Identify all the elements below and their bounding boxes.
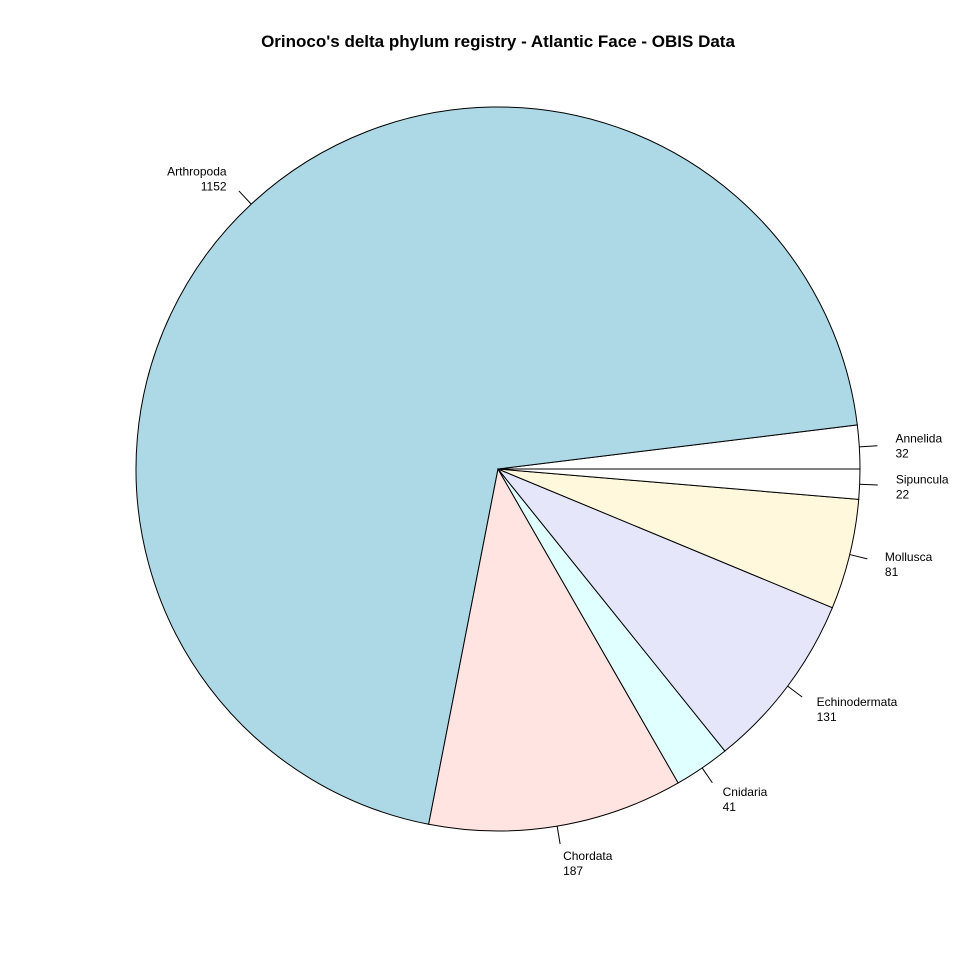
slice-label-name: Chordata — [563, 849, 613, 863]
slice-label-name: Mollusca — [885, 550, 933, 564]
leader-line-arthropoda — [238, 190, 252, 205]
slice-label-mollusca: Mollusca 81 — [885, 550, 933, 579]
slice-label-value: 131 — [817, 710, 837, 724]
slice-label-sipuncula: Sipuncula 22 — [896, 473, 949, 502]
leader-line-chordata — [556, 826, 561, 845]
pie-labels: Annelida 32 Arthropoda 1152 Chordata 187 Cnida… — [167, 165, 949, 878]
leader-line-mollusca — [849, 554, 868, 560]
slice-label-value: 1152 — [201, 180, 227, 194]
leader-line-annelida — [859, 445, 878, 448]
pie-slices — [135, 106, 861, 832]
leader-line-cnidaria — [701, 767, 713, 784]
slice-label-echinodermata: Echinodermata 131 — [817, 695, 898, 724]
slice-label-chordata: Chordata 187 — [563, 849, 613, 878]
slice-label-annelida: Annelida 32 — [895, 432, 942, 461]
slice-label-value: 41 — [723, 800, 737, 814]
slice-label-name: Annelida — [895, 432, 942, 446]
slice-label-cnidaria: Cnidaria 41 — [723, 785, 768, 814]
slice-label-name: Arthropoda — [167, 165, 227, 179]
chart-title: Orinoco's delta phylum registry - Atlant… — [261, 32, 735, 51]
slice-label-arthropoda: Arthropoda 1152 — [167, 165, 227, 194]
slice-label-name: Echinodermata — [817, 695, 898, 709]
pie-slice-chordata — [428, 467, 679, 832]
slice-label-name: Sipuncula — [896, 473, 949, 487]
slice-label-name: Cnidaria — [723, 785, 768, 799]
leader-line-echinodermata — [787, 685, 803, 698]
slice-label-value: 187 — [563, 864, 583, 878]
leader-line-sipuncula — [859, 483, 878, 486]
slice-label-value: 81 — [885, 565, 899, 579]
slice-label-value: 22 — [896, 488, 910, 502]
slice-label-value: 32 — [895, 447, 909, 461]
pie-slice-sipuncula — [497, 468, 861, 500]
pie-slice-arthropoda — [135, 106, 858, 825]
